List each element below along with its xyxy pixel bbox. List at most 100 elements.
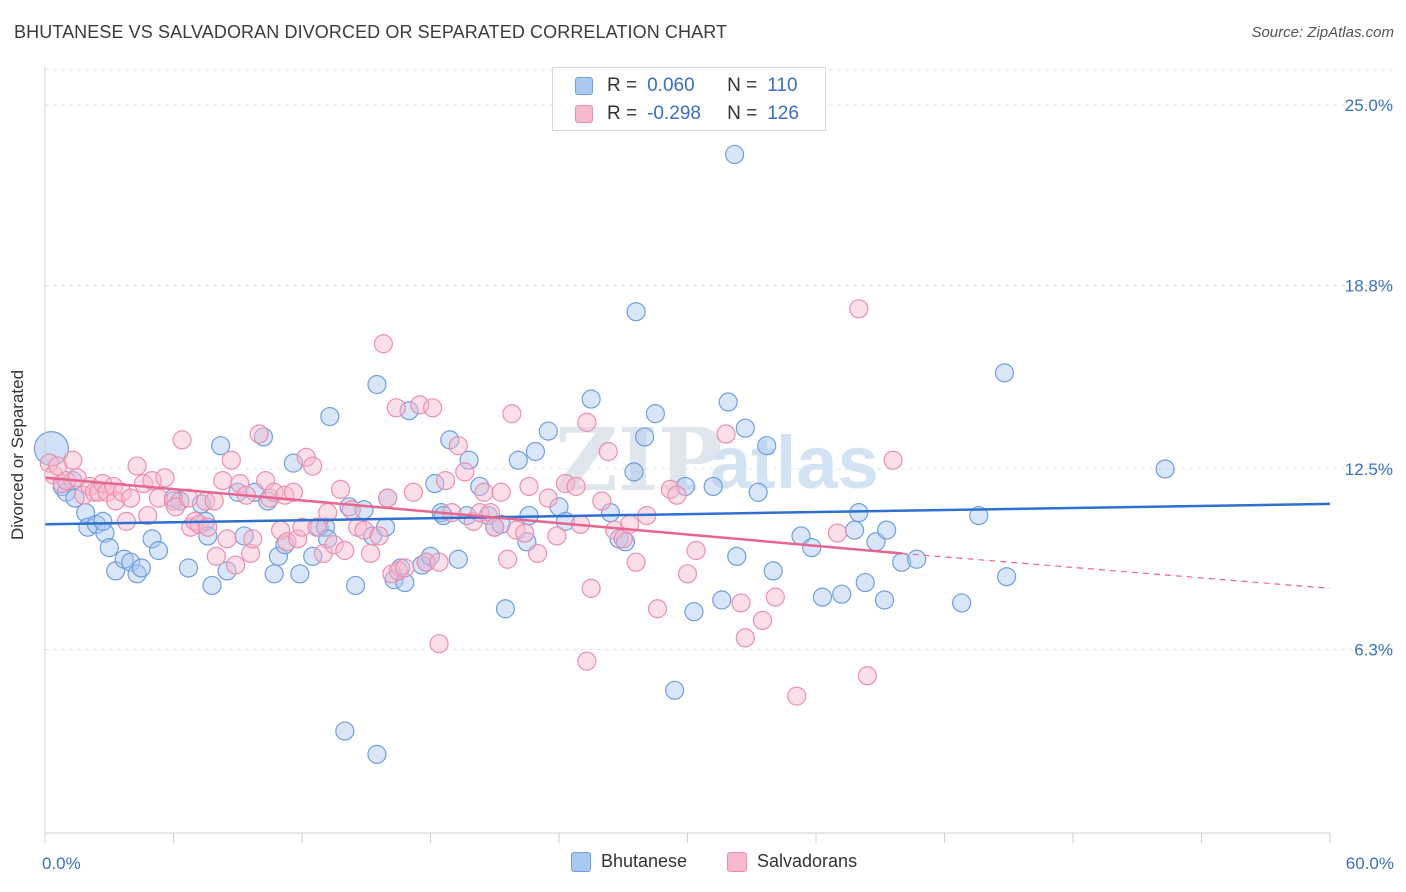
x-tick-label: 0.0%: [42, 854, 81, 873]
watermark-atlas: atlas: [710, 421, 879, 504]
salvadoran-point: [485, 517, 505, 537]
salvadoran-point: [249, 424, 269, 444]
salvadoran-point: [547, 526, 567, 546]
salvadoran-trend-line: [44, 476, 902, 555]
bhutanese-point: [763, 561, 783, 581]
chart-title: BHUTANESE VS SALVADORAN DIVORCED OR SEPA…: [14, 22, 728, 42]
salvadoran-point: [63, 450, 83, 470]
y-tick-label: 18.8%: [1345, 277, 1393, 296]
salvadoran-point: [577, 651, 597, 671]
salvadoran-point: [429, 634, 449, 654]
salvadoran-point: [403, 482, 423, 502]
salvadoran-point: [849, 299, 869, 319]
bhutanese-point: [93, 511, 113, 531]
bhutanese-point: [748, 482, 768, 502]
salvadoran-point: [455, 462, 475, 482]
salvadoran-point: [172, 430, 192, 450]
salvadoran-point: [883, 450, 903, 470]
salvadoran-point: [226, 555, 246, 575]
correlation-legend: R = 0.060 N = 110 R = -0.298 N = 126: [552, 67, 826, 131]
bhutanese-point: [339, 497, 359, 517]
legend-r-value: 0.060: [647, 75, 695, 96]
bhutanese-point: [367, 374, 387, 395]
legend-swatch-blue: [571, 851, 591, 872]
salvadoran-point: [577, 412, 597, 432]
bhutanese-point: [581, 389, 601, 409]
salvadoran-point: [116, 511, 136, 531]
salvadoran-point: [519, 476, 539, 497]
legend-row-bhutanese: R = 0.060 N = 110: [575, 73, 798, 99]
salvadoran-point: [138, 505, 158, 526]
salvadoran-point: [491, 482, 511, 502]
y-tick-label: 6.3%: [1354, 641, 1393, 660]
salvadoran-point: [474, 482, 494, 502]
salvadoran-point: [395, 558, 415, 578]
salvadoran-point: [206, 546, 226, 566]
legend-r-value: -0.298: [647, 103, 701, 124]
bhutanese-point: [874, 590, 895, 610]
salvadoran-point: [283, 482, 304, 502]
trend-lines: [44, 476, 1331, 589]
bhutanese-point: [448, 549, 468, 569]
bhutanese-point: [178, 558, 199, 578]
bhutanese-point: [99, 538, 119, 558]
salvadoran-trend-extension: [901, 552, 1331, 589]
bhutanese-point: [303, 546, 323, 566]
legend-item-bhutanese: Bhutanese: [571, 851, 687, 872]
bhutanese-point: [320, 406, 340, 427]
bhutanese-point: [425, 473, 445, 494]
legend-swatch-pink: [575, 105, 593, 123]
legend-r-label: R =: [607, 75, 638, 96]
bhutanese-point: [1155, 459, 1175, 479]
salvadoran-point: [303, 456, 323, 476]
legend-n-value: 110: [767, 75, 798, 96]
bhutanese-point: [969, 505, 989, 526]
bhutanese-point: [525, 441, 546, 462]
salvadoran-point: [213, 471, 233, 491]
salvadoran-point: [423, 398, 443, 418]
salvadoran-point: [731, 593, 751, 613]
salvadoran-point: [686, 540, 706, 561]
bhutanese-point: [121, 552, 141, 572]
salvadoran-point: [765, 587, 785, 607]
salvadoran-point: [324, 535, 344, 555]
salvadoran-point: [386, 398, 406, 418]
bhutanese-point: [877, 520, 897, 540]
salvadoran-point: [155, 468, 175, 488]
salvadoran-point: [369, 526, 389, 546]
salvadoran-point: [243, 529, 263, 549]
salvadoran-point: [857, 666, 878, 686]
watermark-zip: ZIP: [555, 410, 723, 511]
salvadoran-point: [373, 334, 393, 354]
bhutanese-point: [907, 549, 927, 569]
legend-n-label: N =: [727, 103, 758, 124]
bhutanese-point: [345, 575, 366, 596]
salvadoran-point: [555, 473, 576, 494]
salvadoran-point: [566, 476, 586, 497]
bhutanese-point: [459, 450, 479, 470]
salvadoran-point: [121, 488, 141, 508]
salvadoran-point: [378, 488, 398, 508]
source-label: Source: ZipAtlas.com: [1251, 24, 1394, 41]
bhutanese-point: [832, 584, 852, 604]
bhutanese-point: [142, 529, 162, 549]
salvadoran-point: [288, 529, 308, 549]
salvadoran-point: [429, 552, 449, 572]
salvadoran-point: [716, 424, 736, 444]
bhutanese-point: [994, 363, 1015, 383]
legend-r-label: R =: [607, 103, 638, 124]
salvadoran-point: [292, 517, 312, 537]
legend-label-bhutanese: Bhutanese: [601, 851, 688, 871]
salvadoran-point: [515, 523, 535, 543]
bhutanese-point: [626, 302, 646, 322]
bhutanese-point: [735, 418, 755, 438]
bhutanese-point: [495, 599, 516, 619]
y-tick-label: 12.5%: [1345, 460, 1393, 479]
salvadoran-point: [498, 549, 518, 569]
bhutanese-point: [952, 593, 972, 613]
salvadoran-point: [230, 473, 250, 494]
bhutanese-point: [148, 540, 169, 561]
salvadoran-point: [241, 543, 261, 564]
bhutanese-point: [264, 564, 284, 584]
